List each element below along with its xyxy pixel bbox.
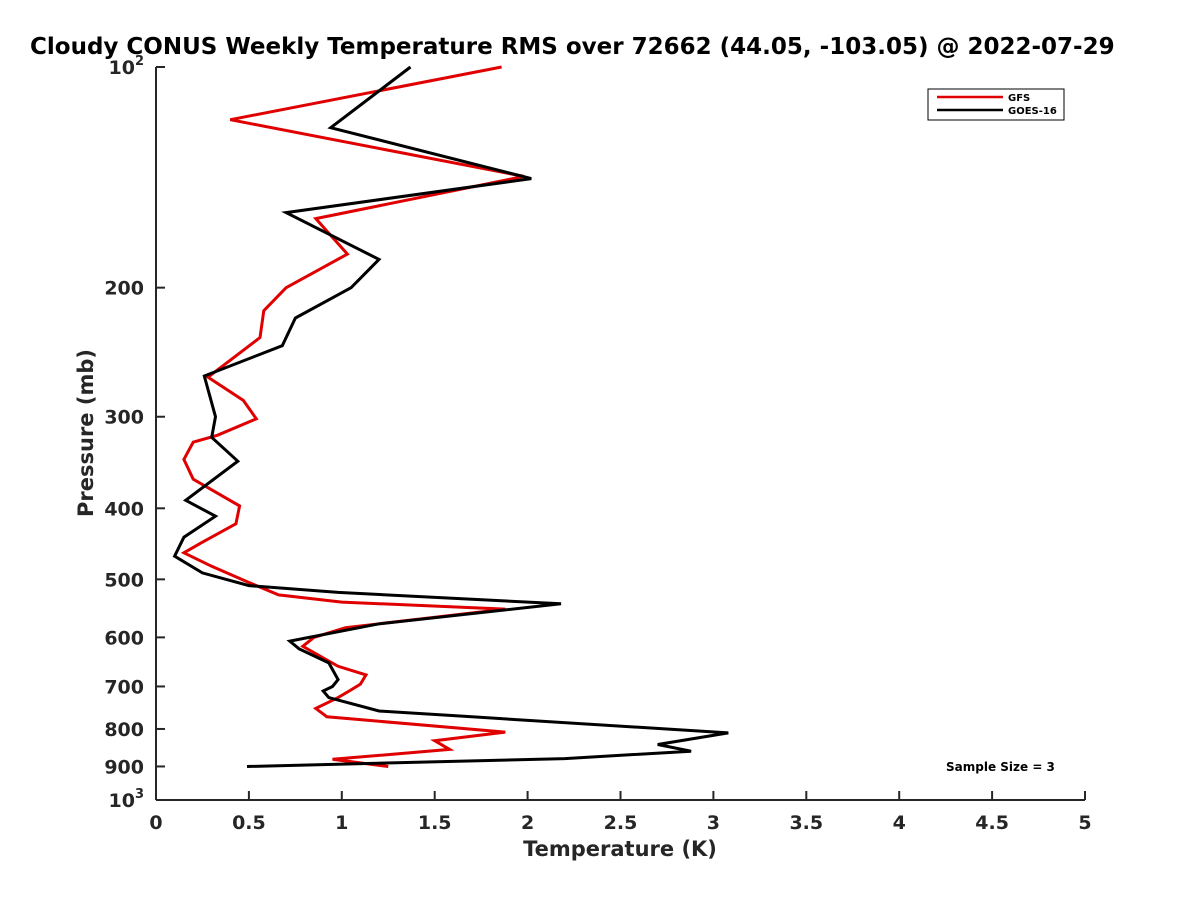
series-line-gfs (180, 65, 525, 768)
x-tick-label: 3.5 (789, 812, 823, 834)
x-tick-label: 5 (1078, 812, 1091, 834)
x-tick-label: 2.5 (604, 812, 638, 834)
x-tick-label: 2 (521, 812, 534, 834)
x-tick-label: 4.5 (975, 812, 1009, 834)
series-line-goes-16 (172, 65, 729, 768)
legend-box (927, 88, 1065, 121)
y-tick-label: 600 (104, 627, 144, 649)
y-tick-label: 400 (104, 498, 144, 520)
x-tick-label: 0 (149, 812, 162, 834)
y-tick-label-base: 10 (109, 790, 135, 812)
x-tick-label: 1 (335, 812, 348, 834)
x-tick-label: 0.5 (232, 812, 266, 834)
y-tick-label: 700 (104, 676, 144, 698)
y-tick-label: 103 (109, 787, 145, 812)
y-tick-label: 500 (104, 569, 144, 591)
y-tick-label: 900 (104, 756, 144, 778)
legend-label-goes16: GOES-16 (1008, 106, 1057, 117)
x-axis-label: Temperature (K) (523, 837, 717, 861)
y-tick-label: 200 (104, 278, 144, 300)
x-tick-label: 3 (707, 812, 720, 834)
x-axis-ticks: 0 0.5 1 1.5 2 2.5 3 3.5 4 4.5 5 (149, 791, 1092, 834)
sample-size-annotation: Sample Size = 3 (946, 760, 1055, 774)
chart-title: Cloudy CONUS Weekly Temperature RMS over… (30, 34, 1115, 60)
y-tick-label: 800 (104, 719, 144, 741)
y-axis-label: Pressure (mb) (74, 349, 98, 517)
y-tick-label-exponent: 2 (135, 54, 144, 69)
legend: GFS GOES-16 (927, 88, 1065, 121)
legend-label-gfs: GFS (1008, 93, 1030, 104)
x-tick-label: 4 (893, 812, 906, 834)
series-lines (172, 65, 729, 768)
y-tick-label: 102 (109, 54, 145, 79)
plot-area (156, 67, 1085, 800)
y-tick-label-base: 10 (109, 57, 135, 79)
x-tick-label: 1.5 (418, 812, 452, 834)
y-tick-label-exponent: 3 (135, 787, 144, 802)
y-tick-label: 300 (104, 407, 144, 429)
